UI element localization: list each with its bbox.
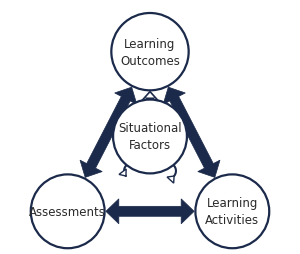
Circle shape xyxy=(111,14,189,91)
Polygon shape xyxy=(141,92,159,102)
Polygon shape xyxy=(106,199,194,224)
Polygon shape xyxy=(119,169,126,176)
Circle shape xyxy=(195,175,269,248)
Text: Learning
Activities: Learning Activities xyxy=(205,197,260,226)
Polygon shape xyxy=(167,176,174,183)
Polygon shape xyxy=(163,88,220,178)
Text: Situational
Factors: Situational Factors xyxy=(118,122,182,152)
Circle shape xyxy=(113,100,187,174)
Text: Learning
Outcomes: Learning Outcomes xyxy=(120,38,180,67)
Text: Assessments: Assessments xyxy=(29,205,106,218)
Circle shape xyxy=(31,175,105,248)
Polygon shape xyxy=(80,88,137,178)
